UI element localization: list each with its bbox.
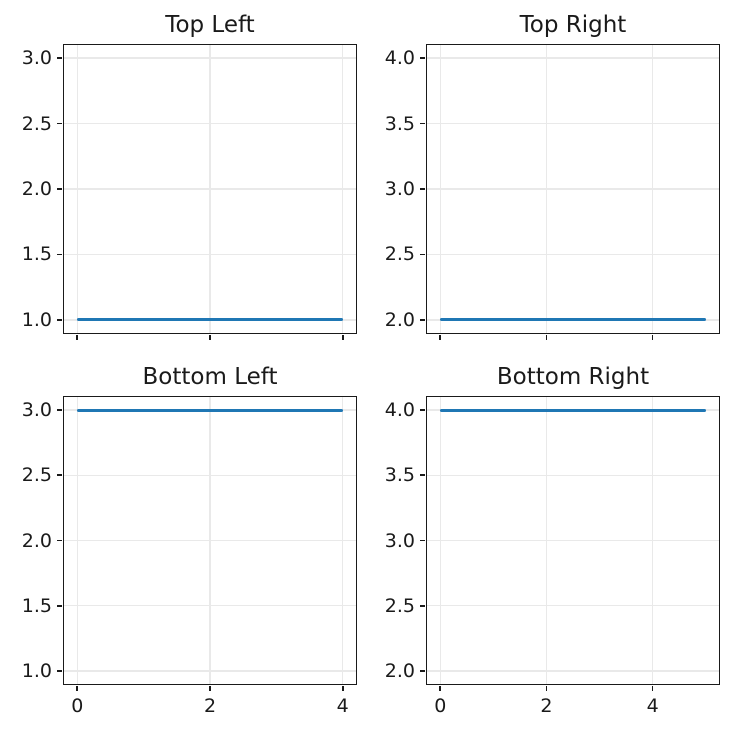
gridline-horizontal — [64, 539, 356, 542]
gridline-horizontal — [64, 670, 356, 672]
x-tick-label: 2 — [203, 695, 217, 717]
y-tick-label: 2.5 — [384, 243, 415, 266]
x-tick-mark — [651, 334, 654, 340]
subplot-bottom-right-axes: Bottom Right 0 2 4 2.0 2.5 3.0 3.5 4.0 — [385, 364, 720, 717]
gridline-horizontal — [64, 188, 356, 190]
y-tick-label: 2.0 — [384, 659, 415, 682]
x-tick-mark — [439, 334, 442, 340]
gridline-horizontal — [64, 57, 356, 59]
y-tick-label: 3.5 — [384, 464, 415, 487]
y-tick-mark — [57, 122, 63, 125]
gridline-horizontal — [427, 670, 719, 672]
data-line — [77, 408, 343, 412]
y-tick-mark — [57, 319, 63, 321]
subplot-bottom-left-title: Bottom Left — [142, 364, 278, 390]
y-tick-mark — [57, 604, 63, 607]
subplot-top-left-title: Top Left — [165, 12, 255, 38]
subplot-bottom-left-axes: Bottom Left 0 2 4 1.0 1.5 2.0 2.5 3.0 — [22, 364, 357, 717]
y-tick-mark — [57, 253, 63, 256]
subplot-top-right-axes: Top Right 2.0 2.5 3.0 3.5 4.0 — [385, 12, 720, 340]
x-tick-mark — [76, 685, 79, 691]
y-tick-label: 1.0 — [21, 659, 52, 682]
x-tick-mark — [209, 685, 211, 691]
y-tick-label: 2.5 — [21, 112, 52, 135]
gridline-horizontal — [64, 122, 356, 125]
data-line — [77, 318, 343, 322]
y-tick-label: 4.0 — [384, 399, 415, 422]
y-tick-mark — [57, 539, 63, 542]
y-tick-label: 4.0 — [384, 47, 415, 70]
gridline-horizontal — [64, 253, 356, 256]
x-tick-label: 4 — [646, 695, 659, 717]
y-tick-mark — [420, 319, 426, 321]
y-tick-mark — [57, 188, 63, 190]
x-tick-mark — [341, 685, 344, 691]
x-tick-mark — [76, 334, 79, 340]
gridline-horizontal — [427, 539, 719, 542]
y-tick-label: 2.0 — [21, 178, 52, 200]
x-tick-mark — [651, 685, 654, 691]
gridline-horizontal — [427, 474, 719, 477]
gridline-horizontal — [427, 253, 719, 256]
subplot-top-right-title: Top Right — [519, 12, 627, 38]
y-tick-mark — [57, 474, 63, 477]
y-tick-mark — [420, 122, 426, 125]
y-tick-label: 1.5 — [21, 243, 52, 266]
data-line — [440, 318, 706, 322]
gridline-horizontal — [427, 122, 719, 125]
y-tick-label: 3.0 — [384, 178, 415, 200]
gridline-horizontal — [427, 188, 719, 190]
y-tick-label: 3.0 — [384, 529, 415, 552]
x-tick-label: 4 — [336, 695, 349, 717]
y-tick-mark — [420, 670, 426, 672]
gridline-horizontal — [64, 604, 356, 607]
subplot-bottom-right-title: Bottom Right — [496, 364, 650, 390]
y-tick-mark — [420, 188, 426, 190]
gridline-horizontal — [64, 474, 356, 477]
x-tick-label: 2 — [540, 695, 553, 717]
subplot-top-left-axes: Top Left 1.0 1.5 2.0 2.5 3.0 — [22, 12, 357, 340]
x-tick-mark — [545, 334, 548, 340]
y-tick-label: 3.5 — [384, 112, 415, 135]
y-tick-label: 2.0 — [384, 308, 415, 331]
y-tick-label: 2.0 — [21, 529, 52, 552]
y-tick-mark — [57, 409, 63, 411]
y-tick-mark — [420, 253, 426, 256]
y-tick-mark — [420, 474, 426, 477]
gridline-horizontal — [427, 604, 719, 607]
x-tick-label: 0 — [71, 695, 84, 717]
y-tick-mark — [420, 539, 426, 542]
x-tick-label: 0 — [434, 695, 447, 717]
y-tick-mark — [420, 409, 426, 411]
y-tick-label: 1.0 — [21, 308, 52, 331]
data-line — [440, 408, 706, 412]
x-tick-mark — [545, 685, 548, 691]
y-tick-mark — [57, 670, 63, 672]
x-tick-mark — [341, 334, 344, 340]
y-tick-mark — [420, 57, 426, 59]
y-tick-mark — [57, 57, 63, 59]
y-tick-label: 3.0 — [21, 47, 52, 70]
y-tick-label: 2.5 — [384, 594, 415, 617]
y-tick-label: 2.5 — [21, 464, 52, 487]
y-tick-label: 3.0 — [21, 399, 52, 422]
x-tick-mark — [209, 334, 211, 340]
y-tick-mark — [420, 604, 426, 607]
gridline-horizontal — [427, 57, 719, 59]
y-tick-label: 1.5 — [21, 594, 52, 617]
x-tick-mark — [439, 685, 442, 691]
